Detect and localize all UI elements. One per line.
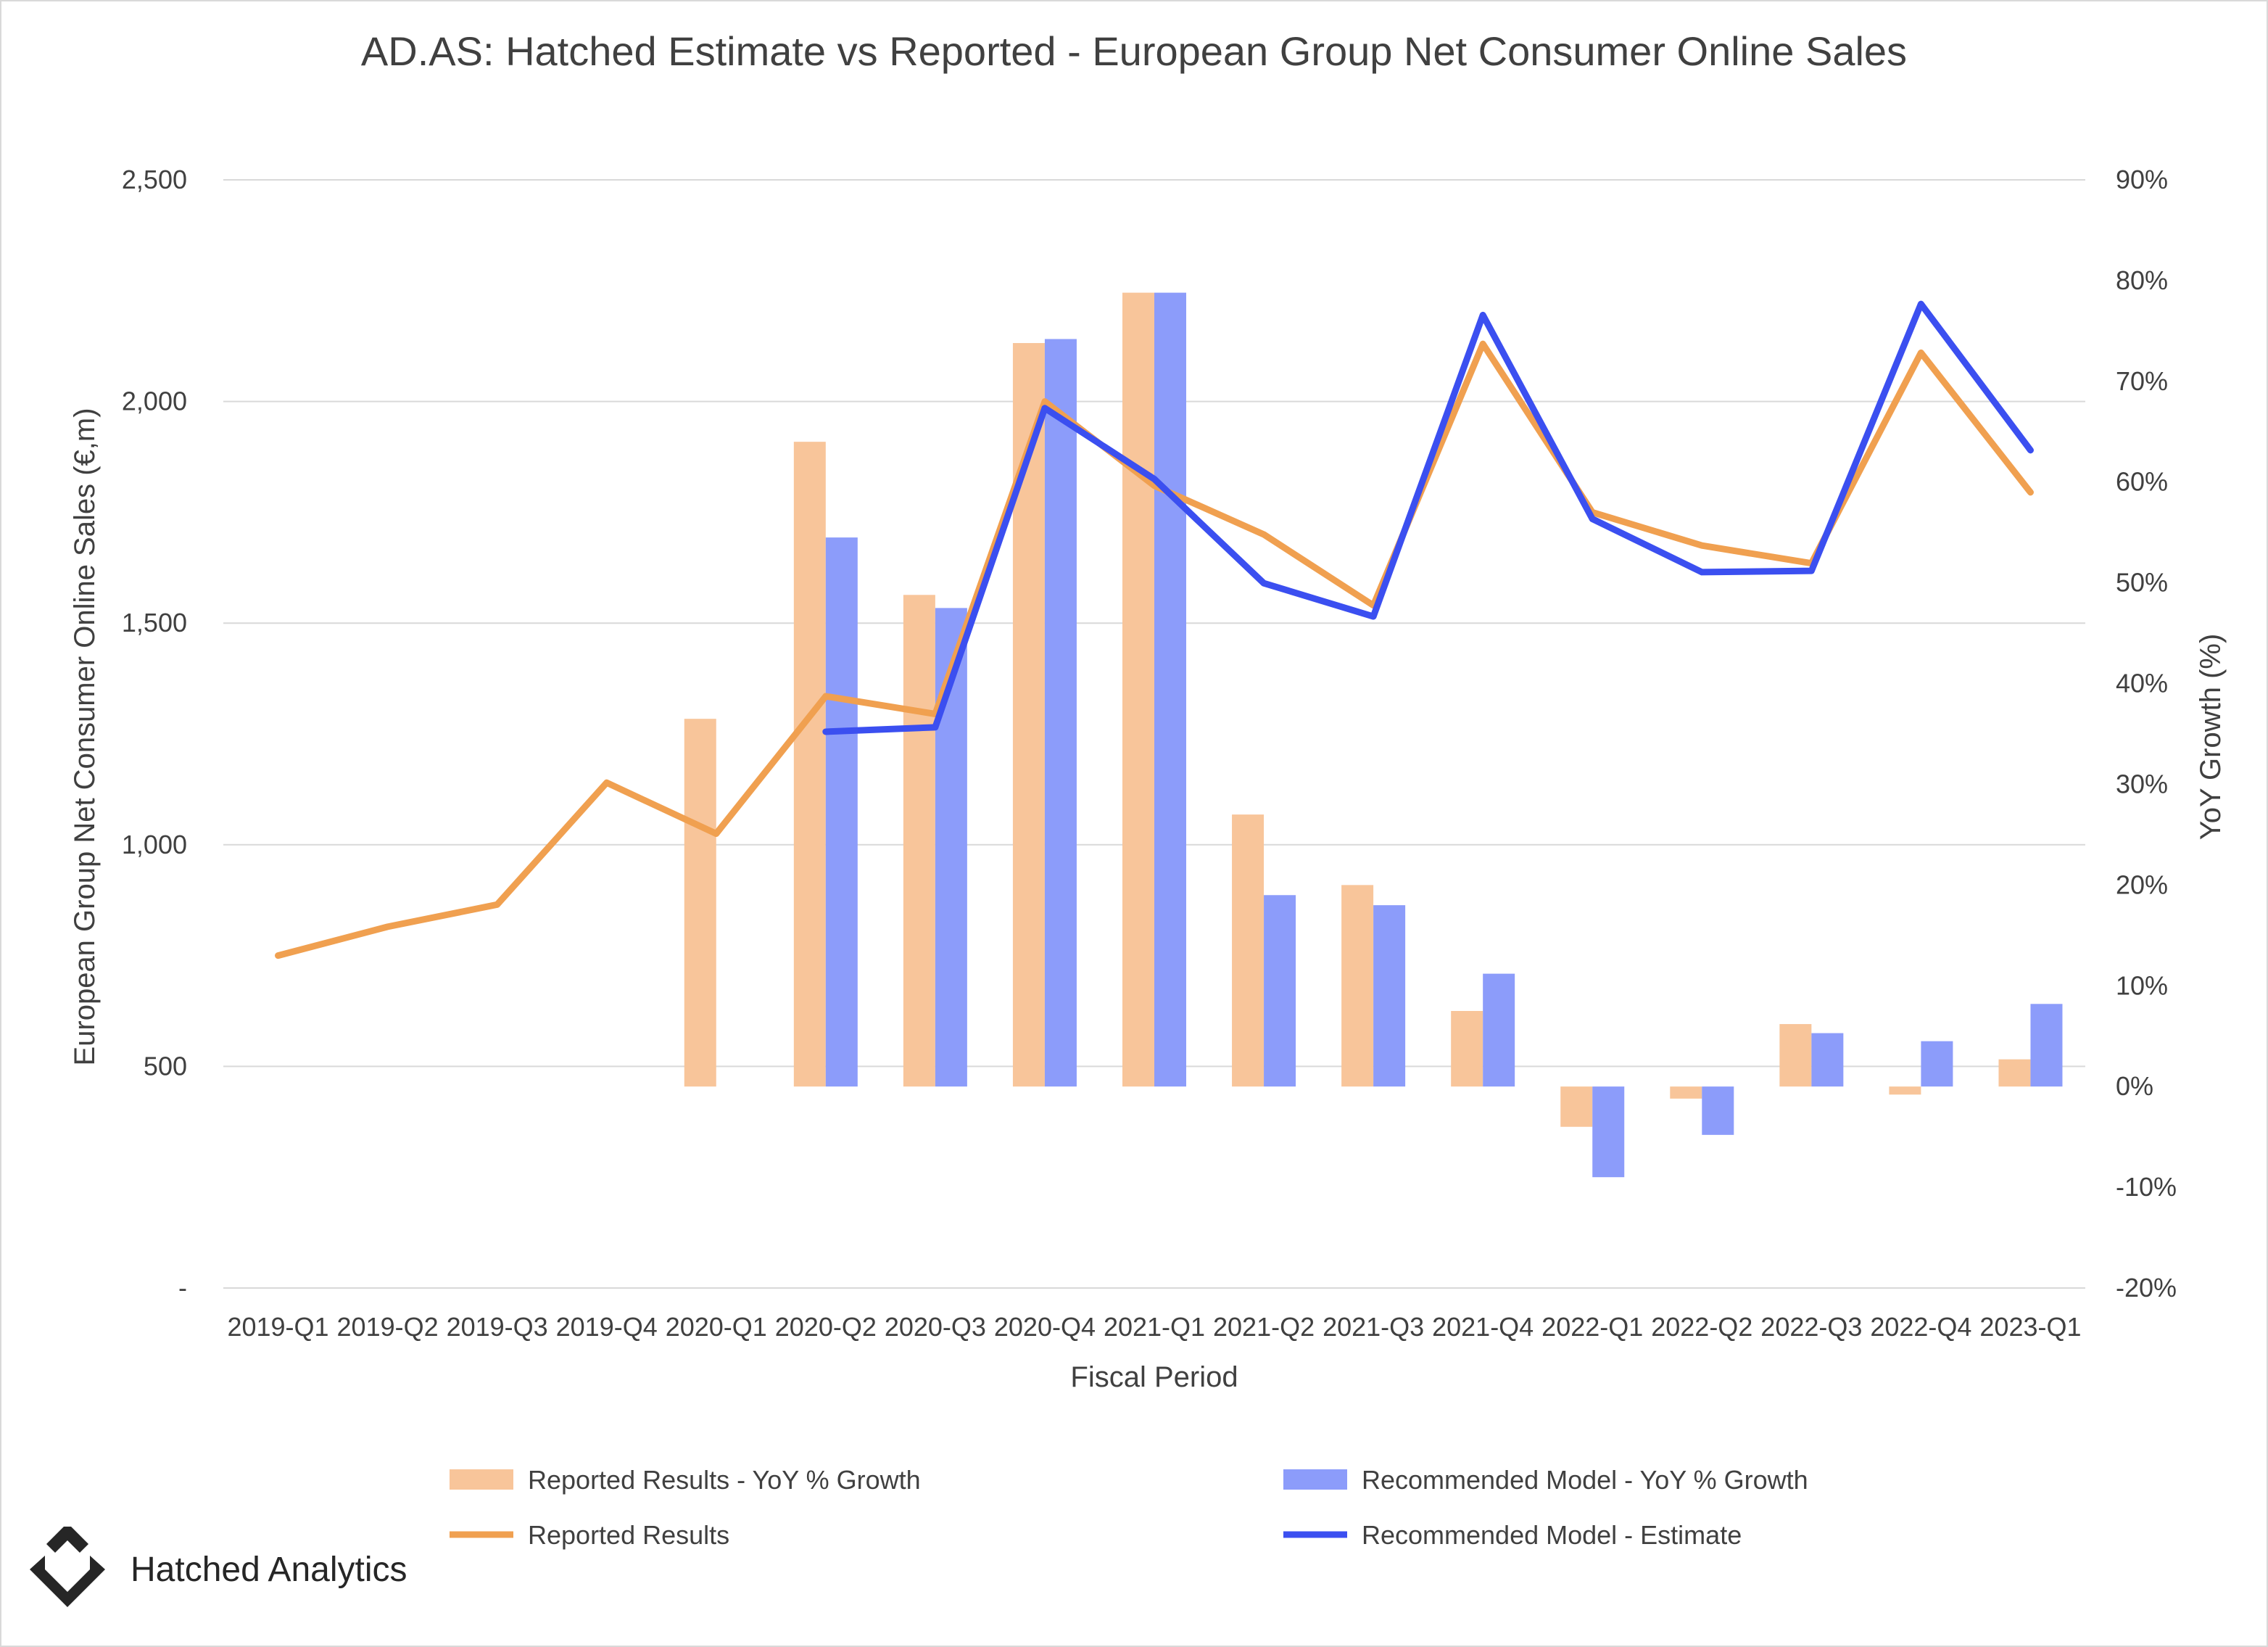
y-tick-label: 1,000 xyxy=(122,830,187,859)
x-tick-label: 2020-Q3 xyxy=(885,1312,986,1342)
bar xyxy=(793,442,826,1087)
y-tick-label: 500 xyxy=(144,1051,187,1081)
bar xyxy=(684,719,716,1087)
y2-tick-label: 30% xyxy=(2116,769,2168,798)
bar xyxy=(1232,814,1265,1087)
brand-name: Hatched Analytics xyxy=(131,1550,407,1589)
x-tick-label: 2021-Q1 xyxy=(1104,1312,1205,1342)
y-tick-label: - xyxy=(178,1273,187,1303)
bar xyxy=(1341,885,1374,1087)
y2-tick-label: 20% xyxy=(2116,870,2168,899)
y2-tick-label: 60% xyxy=(2116,467,2168,497)
y2-tick-label: 70% xyxy=(2116,366,2168,396)
x-tick-label: 2023-Q1 xyxy=(1979,1312,2081,1342)
series-line xyxy=(822,300,2034,735)
x-tick-label: 2021-Q2 xyxy=(1213,1312,1315,1342)
y2-tick-label: 90% xyxy=(2116,165,2168,194)
x-tick-label: 2022-Q4 xyxy=(1870,1312,1971,1342)
bar xyxy=(1670,1086,1702,1099)
y2-tick-label: 50% xyxy=(2116,568,2168,598)
bar xyxy=(1921,1041,1953,1087)
y-tick-label: 2,000 xyxy=(122,387,187,416)
x-tick-label: 2020-Q2 xyxy=(775,1312,877,1342)
bar xyxy=(1811,1033,1844,1087)
bar xyxy=(1012,343,1045,1087)
y2-axis-title: YoY Growth (%) xyxy=(2195,634,2227,841)
x-tick-label: 2022-Q3 xyxy=(1760,1312,1862,1342)
bar xyxy=(1373,905,1406,1087)
x-tick-label: 2022-Q1 xyxy=(1541,1312,1643,1342)
lines xyxy=(275,300,2034,959)
y-tick-label: 1,500 xyxy=(122,608,187,637)
bar xyxy=(2030,1004,2063,1087)
legend-label: Reported Results - YoY % Growth xyxy=(528,1465,921,1495)
x-tick-label: 2021-Q3 xyxy=(1323,1312,1424,1342)
bar xyxy=(825,537,858,1087)
legend: Reported Results - YoY % Growth Recommend… xyxy=(450,1465,1808,1550)
x-tick-label: 2020-Q4 xyxy=(994,1312,1096,1342)
x-tick-label: 2020-Q1 xyxy=(666,1312,767,1342)
y2-tick-label: 40% xyxy=(2116,669,2168,698)
x-tick-label: 2019-Q1 xyxy=(227,1312,328,1342)
diamond-chevron-icon xyxy=(30,1527,105,1607)
axis-labels: - 500 1,000 1,500 2,000 2,500 -20% -10% 0% 10% 20%… xyxy=(122,165,2177,1342)
legend-label: Recommended Model - Estimate xyxy=(1362,1520,1742,1550)
x-tick-label: 2019-Q3 xyxy=(447,1312,548,1342)
bar xyxy=(1889,1086,1921,1095)
y-axis-title: European Group Net Consumer Online Sales… xyxy=(69,408,101,1065)
bar xyxy=(1998,1059,2031,1087)
brand-block: Hatched Analytics xyxy=(25,1519,407,1620)
bar xyxy=(1264,895,1296,1087)
bars xyxy=(684,292,2063,1178)
x-tick-label: 2019-Q4 xyxy=(556,1312,658,1342)
legend-swatch xyxy=(450,1469,513,1490)
legend-swatch xyxy=(1283,1469,1347,1490)
legend-label: Recommended Model - YoY % Growth xyxy=(1362,1465,1808,1495)
y2-tick-label: 0% xyxy=(2116,1071,2153,1101)
bar xyxy=(1154,292,1186,1087)
x-tick-label: 2021-Q4 xyxy=(1432,1312,1534,1342)
bar xyxy=(1560,1086,1593,1127)
series-line xyxy=(275,340,2034,959)
y2-tick-label: 80% xyxy=(2116,265,2168,295)
x-axis-title: Fiscal Period xyxy=(1070,1361,1238,1393)
bar xyxy=(1451,1011,1483,1087)
bar xyxy=(1122,292,1154,1087)
x-tick-label: 2022-Q2 xyxy=(1651,1312,1752,1342)
bar xyxy=(1044,339,1077,1087)
y2-tick-label: 10% xyxy=(2116,970,2168,1000)
y-tick-label: 2,500 xyxy=(122,165,187,194)
y2-tick-label: -20% xyxy=(2116,1273,2177,1303)
bar xyxy=(1592,1086,1625,1178)
bar xyxy=(1702,1086,1734,1135)
bar xyxy=(1483,973,1515,1087)
legend-label: Reported Results xyxy=(528,1520,729,1550)
x-tick-label: 2019-Q2 xyxy=(337,1312,439,1342)
bar xyxy=(903,595,935,1087)
bar xyxy=(1779,1024,1812,1087)
y2-tick-label: -10% xyxy=(2116,1172,2177,1202)
chart-title: AD.AS: Hatched Estimate vs Reported - Eu… xyxy=(360,28,1908,74)
